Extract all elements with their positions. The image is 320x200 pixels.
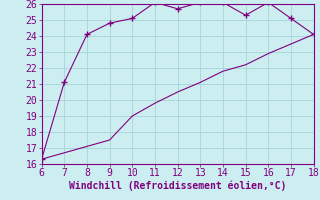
X-axis label: Windchill (Refroidissement éolien,°C): Windchill (Refroidissement éolien,°C): [69, 181, 286, 191]
